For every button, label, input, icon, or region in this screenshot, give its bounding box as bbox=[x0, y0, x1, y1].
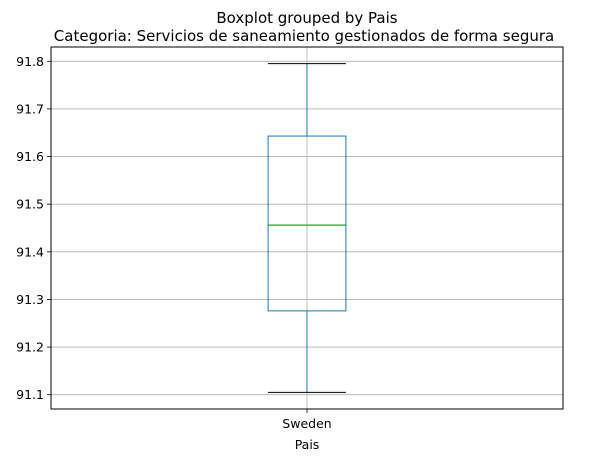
y-axis-ticks: 91.1 91.2 91.3 91.4 91.5 91.6 91.7 91.8 bbox=[16, 54, 51, 402]
y-tick-label: 91.3 bbox=[16, 292, 44, 307]
grid bbox=[51, 47, 563, 409]
y-tick-label: 91.4 bbox=[16, 244, 44, 259]
y-tick-label: 91.8 bbox=[16, 54, 44, 69]
x-axis-ticks: Sweden bbox=[282, 409, 332, 431]
x-axis-label: Pais bbox=[295, 437, 320, 452]
chart-title: Categoria: Servicios de saneamiento gest… bbox=[54, 27, 554, 45]
chart-suptitle: Boxplot grouped by Pais bbox=[216, 9, 397, 27]
box-sweden bbox=[267, 63, 347, 393]
y-tick-label: 91.7 bbox=[16, 101, 44, 116]
iqr-box bbox=[267, 135, 347, 312]
x-tick-label: Sweden bbox=[282, 416, 331, 431]
y-tick-label: 91.5 bbox=[16, 197, 44, 212]
box-layer bbox=[267, 63, 347, 393]
y-tick-label: 91.6 bbox=[16, 149, 44, 164]
y-tick-label: 91.2 bbox=[16, 340, 44, 355]
y-tick-label: 91.1 bbox=[16, 387, 44, 402]
